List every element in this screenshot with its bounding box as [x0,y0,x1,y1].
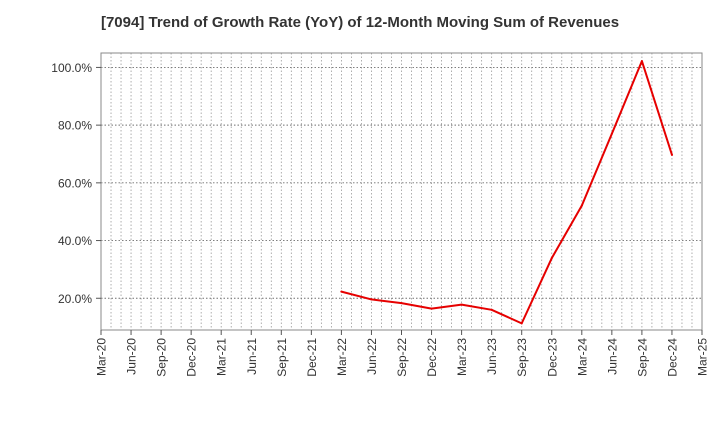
data-point [670,153,673,156]
y-tick-label: 80.0% [58,119,92,133]
x-tick-label: Sep-23 [515,338,529,377]
x-tick-label: Sep-22 [395,338,409,377]
data-point [400,302,403,305]
grid-layer [100,53,703,330]
x-tick-label: Sep-24 [635,338,649,377]
x-tick-label: Mar-20 [95,338,109,376]
x-tick-label: Mar-25 [696,338,710,376]
y-tick-label: 20.0% [58,292,92,306]
series-line [340,60,673,325]
series-layer [340,60,673,325]
x-tick-label: Mar-24 [575,338,589,376]
y-tick-label: 40.0% [58,234,92,248]
data-point [460,303,463,306]
y-tick-label: 100.0% [51,61,92,75]
data-point [340,290,343,293]
x-tick-label: Sep-20 [155,338,169,377]
data-point [550,257,553,260]
y-tick-label: 60.0% [58,176,92,190]
x-tick-label: Mar-21 [215,338,229,376]
axis-layer: 20.0% 40.0% 60.0% 80.0% 100.0% Mar-20 Jun-20 Se… [51,61,709,377]
data-point [580,204,583,207]
x-tick-label: Jun-21 [245,338,259,375]
x-tick-label: Jun-23 [485,338,499,375]
x-tick-label: Mar-22 [335,338,349,376]
data-point [430,307,433,310]
x-tick-label: Jun-20 [125,338,139,375]
data-point [520,322,523,325]
data-point [640,60,643,63]
data-point [610,132,613,135]
x-tick-label: Dec-22 [425,338,439,377]
data-point [370,298,373,301]
chart-title: [7094] Trend of Growth Rate (YoY) of 12-… [100,14,620,31]
x-tick-label: Mar-23 [455,338,469,376]
x-tick-label: Dec-21 [305,338,319,377]
x-tick-label: Dec-23 [545,338,559,377]
x-tick-label: Jun-22 [365,338,379,375]
x-tick-label: Dec-24 [665,338,679,377]
x-tick-label: Jun-24 [605,338,619,375]
data-point [490,308,493,311]
x-tick-label: Dec-20 [185,338,199,377]
x-tick-label: Sep-21 [275,338,289,377]
